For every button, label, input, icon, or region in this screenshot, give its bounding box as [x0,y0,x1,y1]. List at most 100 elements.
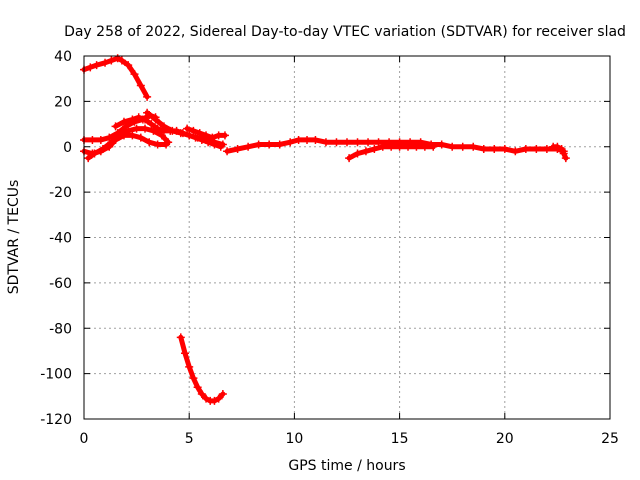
data-point [353,138,362,147]
series-track-10 [345,142,438,163]
data-point [107,56,116,65]
x-tick-label: 0 [80,431,89,447]
data-point [343,138,351,147]
data-point [202,131,211,140]
data-point [345,154,354,163]
y-tick-label: -20 [49,185,72,201]
y-tick-label: -80 [49,321,72,337]
data-point [197,390,206,399]
data-point [223,147,232,156]
data-point [265,140,274,149]
data-point [159,122,168,131]
data-point [412,142,421,151]
data-point [143,108,152,117]
y-tick-label: 20 [54,94,72,110]
data-point [521,145,530,154]
data-point [311,135,320,144]
data-point [153,140,162,149]
data-point [189,126,198,135]
data-point [532,145,541,154]
data-point [332,138,341,147]
data-point [437,140,446,149]
data-point [553,142,562,151]
data-point [130,70,139,79]
data-point [124,61,133,70]
x-axis-label: GPS time / hours [288,458,405,474]
x-tick-label: 15 [391,431,409,447]
series-track-11 [549,142,570,163]
data-point [176,333,185,342]
data-point [153,124,162,133]
data-point [105,142,114,151]
data-point [96,147,105,156]
data-point [132,124,141,133]
axis-ticks: 0 5 10 15 20 25 -120 -100 -80 -60 -40 -20 0 20 40 [40,49,619,447]
series-track-7 [183,124,229,142]
data-point [429,142,438,151]
data-point [479,145,488,154]
data-point [176,129,185,138]
data-point [275,140,284,149]
plot-frame [83,55,611,420]
y-tick-label: -60 [49,276,72,292]
chart-title: Day 258 of 2022, Sidereal Day-to-day VTE… [64,24,626,40]
data-point [286,138,295,147]
data-point [364,138,373,147]
series-trace [144,110,226,147]
data-point [557,145,566,154]
data-point [233,145,242,154]
data-point [500,145,509,154]
y-tick-label: -100 [40,367,72,383]
x-tick-label: 10 [285,431,303,447]
data-point [128,115,137,124]
data-point [119,117,128,126]
data-point [218,390,227,399]
data-point [254,140,263,149]
series-trace [224,137,567,154]
x-tick-label: 20 [496,431,514,447]
grid-lines [84,56,610,419]
data-point [119,131,128,140]
data-point [395,142,404,151]
data-point [101,58,110,67]
data-point [145,138,154,147]
data-point [88,135,97,144]
data-point [361,147,370,156]
data-point [128,131,137,140]
data-point [195,129,204,138]
data-point [111,135,120,144]
data-point [105,133,114,142]
data-point [511,147,520,156]
data-point [420,142,429,151]
data-point [214,394,223,403]
data-point [183,124,192,133]
data-point [303,135,312,144]
y-tick-label: 40 [54,49,72,65]
data-point [374,138,383,147]
data-point [202,394,211,403]
data-point [370,145,379,154]
data-point [117,56,126,65]
x-tick-label: 5 [185,431,194,447]
y-axis-label: SDTVAR / TECUs [6,180,22,295]
data-point [542,145,551,154]
data-point [387,142,396,151]
data-point [136,81,145,90]
data-point [210,396,219,405]
y-tick-label: 0 [63,140,72,156]
data-point [147,120,156,129]
data-point [141,124,150,133]
data-point [458,142,467,151]
data-point [294,135,303,144]
x-tick-label: 25 [601,431,619,447]
series-track-1 [80,54,152,101]
data-point [185,131,194,140]
data-point [353,149,362,158]
data-point [193,383,202,392]
data-layer [80,54,570,405]
data-point [469,142,478,151]
data-point [88,149,97,158]
data-point [168,126,177,135]
data-point [378,142,387,151]
